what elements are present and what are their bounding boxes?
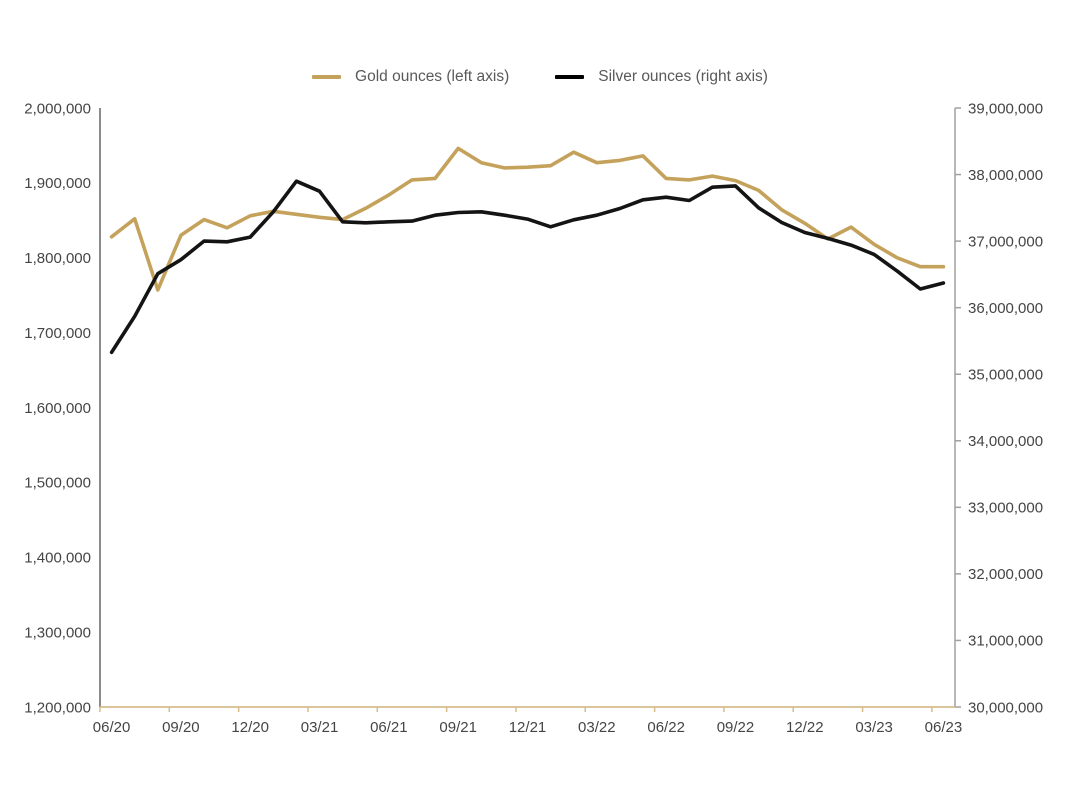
gold-line-swatch	[312, 75, 342, 79]
left-axis-tick-label: 1,400,000	[24, 550, 91, 567]
left-axis-tick-label: 2,000,000	[24, 100, 91, 117]
silver-series-line	[109, 179, 946, 355]
legend-label-gold: Gold ounces (left axis)	[355, 68, 510, 85]
right-axis-tick-label: 32,000,000	[968, 566, 1043, 583]
left-axis-tick-label: 1,500,000	[24, 475, 91, 492]
left-axis-tick-label: 1,800,000	[24, 250, 91, 267]
gold-series-line	[109, 146, 946, 292]
silver-line-swatch	[555, 75, 585, 79]
x-axis-tick-label: 06/22	[647, 719, 685, 736]
left-axis-tick-label: 1,200,000	[24, 699, 91, 716]
x-axis-tick-label: 12/20	[231, 719, 269, 736]
right-axis-tick-label: 39,000,000	[968, 100, 1043, 117]
right-axis-tick-label: 34,000,000	[968, 433, 1043, 450]
x-axis-tick-label: 06/21	[370, 719, 408, 736]
chart-legend: Gold ounces (left axis) Silver ounces (r…	[0, 68, 1080, 86]
x-axis-tick-label: 12/21	[509, 719, 547, 736]
x-axis-tick-label: 06/23	[925, 719, 963, 736]
legend-item-silver: Silver ounces (right axis)	[555, 68, 768, 86]
right-axis-tick-label: 38,000,000	[968, 167, 1043, 184]
right-axis-tick-label: 36,000,000	[968, 300, 1043, 317]
x-axis-tick-label: 03/21	[301, 719, 339, 736]
right-axis-tick-label: 33,000,000	[968, 500, 1043, 517]
x-axis-tick-label: 12/22	[786, 719, 824, 736]
left-axis-tick-label: 1,900,000	[24, 175, 91, 192]
right-axis-tick-label: 30,000,000	[968, 699, 1043, 716]
left-axis-tick-label: 1,600,000	[24, 400, 91, 417]
legend-item-gold: Gold ounces (left axis)	[312, 68, 509, 86]
x-axis-tick-label: 06/20	[93, 719, 131, 736]
right-axis-tick-label: 35,000,000	[968, 366, 1043, 383]
right-axis-tick-label: 37,000,000	[968, 233, 1043, 250]
left-axis-tick-label: 1,700,000	[24, 325, 91, 342]
x-axis-tick-label: 03/22	[578, 719, 616, 736]
legend-label-silver: Silver ounces (right axis)	[598, 68, 768, 85]
x-axis-tick-label: 09/21	[439, 719, 477, 736]
left-axis-tick-label: 1,300,000	[24, 624, 91, 641]
x-axis-tick-label: 09/20	[162, 719, 200, 736]
right-axis-tick-label: 31,000,000	[968, 633, 1043, 650]
x-axis-tick-label: 03/23	[855, 719, 893, 736]
x-axis-tick-label: 09/22	[717, 719, 755, 736]
